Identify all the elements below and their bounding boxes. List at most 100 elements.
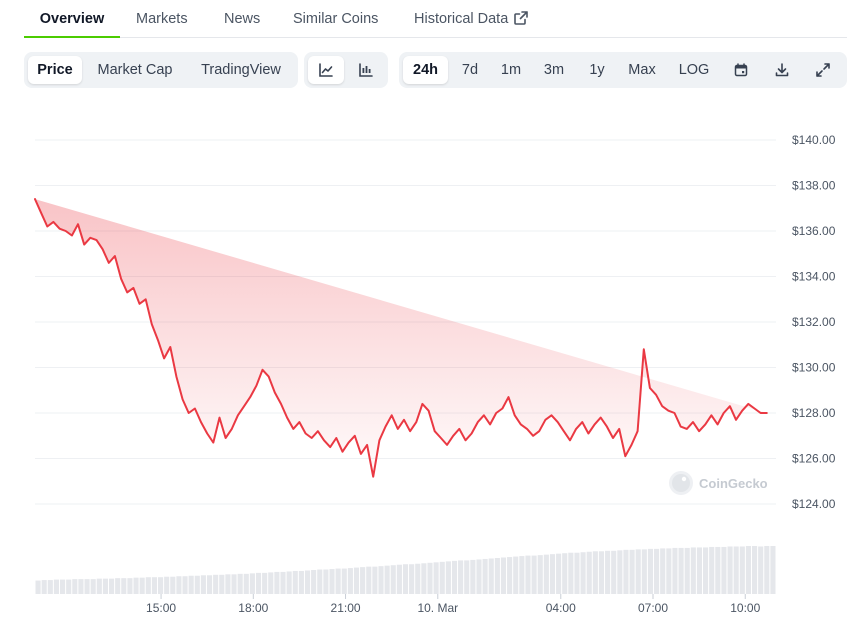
volume-bar: [96, 578, 102, 594]
volume-bar: [684, 547, 690, 594]
volume-bar: [623, 549, 629, 594]
volume-bar: [133, 577, 139, 594]
volume-bar: [745, 546, 752, 594]
volume-bar: [519, 556, 525, 594]
volume-bar: [286, 571, 292, 594]
tab-historical-data[interactable]: Historical Data: [414, 0, 529, 38]
volume-bar: [298, 570, 304, 594]
tab-news[interactable]: News: [224, 11, 261, 27]
volume-bar: [415, 563, 421, 594]
volume-bar: [304, 570, 311, 594]
volume-bar: [206, 575, 213, 594]
volume-bar: [513, 556, 519, 594]
volume-bar: [66, 579, 72, 594]
price-button[interactable]: Price: [28, 56, 82, 84]
volume-bar: [390, 565, 396, 594]
chart-style-group: [304, 52, 388, 88]
volume-bar: [243, 573, 249, 594]
calendar-icon: [734, 63, 748, 77]
x-tick-label: 10:00: [730, 601, 760, 615]
volume-bar: [280, 571, 286, 594]
volume-bar: [715, 546, 721, 594]
volume-bar: [72, 579, 78, 594]
volume-bar: [568, 552, 574, 594]
volume-bar: [764, 546, 770, 594]
y-tick-label: $140.00: [792, 133, 836, 147]
volume-bar: [525, 555, 531, 594]
fullscreen-button[interactable]: [806, 56, 840, 84]
volume-bar: [213, 574, 219, 594]
volume-bar: [617, 550, 623, 594]
tab-overview[interactable]: Overview: [24, 0, 120, 38]
volume-bar: [476, 559, 482, 594]
tradingview-button[interactable]: TradingView: [201, 62, 281, 78]
volume-bar: [696, 547, 703, 594]
range-max-button[interactable]: Max: [628, 62, 656, 78]
download-button[interactable]: [765, 56, 799, 84]
volume-bar: [482, 558, 488, 594]
volume-bar: [237, 573, 243, 594]
volume-bar: [562, 553, 568, 594]
market-cap-button[interactable]: Market Cap: [97, 62, 173, 78]
volume-bar: [292, 570, 298, 594]
volume-bar: [366, 566, 372, 594]
volume-bar: [580, 552, 586, 594]
volume-bar: [709, 546, 715, 594]
volume-bar: [733, 546, 739, 594]
volume-bar: [219, 574, 225, 594]
volume-bar: [727, 546, 733, 594]
volume-bar: [323, 569, 329, 594]
volume-bar: [102, 578, 108, 594]
volume-bar: [53, 579, 59, 594]
volume-bar: [605, 550, 611, 594]
volume-bar: [139, 577, 145, 594]
volume-bar: [249, 573, 255, 594]
volume-bar: [531, 555, 537, 594]
volume-bar: [341, 568, 347, 594]
volume-bar: [353, 567, 360, 594]
x-tick-label: 07:00: [638, 601, 668, 615]
volume-bar: [78, 579, 84, 594]
volume-bar: [84, 579, 90, 594]
watermark-text: CoinGecko: [699, 476, 768, 491]
volume-bar: [372, 566, 378, 594]
volume-bar: [427, 562, 433, 594]
range-24h-button[interactable]: 24h: [403, 56, 448, 84]
candlestick-button[interactable]: [348, 56, 384, 84]
calendar-button[interactable]: [724, 56, 758, 84]
volume-bar: [90, 579, 96, 594]
volume-bar: [500, 557, 507, 594]
volume-bar: [47, 580, 53, 594]
tab-markets[interactable]: Markets: [136, 11, 188, 27]
y-tick-label: $124.00: [792, 497, 836, 511]
volume-bar: [145, 577, 151, 594]
price-line[interactable]: [34, 198, 768, 478]
y-tick-label: $136.00: [792, 224, 836, 238]
download-icon: [775, 63, 789, 77]
x-tick-label: 18:00: [238, 601, 268, 615]
tab-similar-coins[interactable]: Similar Coins: [293, 11, 379, 27]
volume-bar: [433, 562, 439, 594]
volume-bar: [770, 546, 776, 594]
volume-bar: [556, 553, 562, 594]
volume-bar: [439, 561, 445, 594]
volume-bar: [347, 568, 353, 594]
volume-bar: [752, 546, 758, 594]
x-tick-label: 21:00: [331, 601, 361, 615]
volume-bar: [421, 563, 427, 594]
range-1m-button[interactable]: 1m: [500, 62, 522, 78]
range-3m-button[interactable]: 3m: [543, 62, 565, 78]
range-1y-button[interactable]: 1y: [589, 62, 605, 78]
range-7d-button[interactable]: 7d: [461, 62, 479, 78]
log-scale-button[interactable]: LOG: [678, 62, 710, 78]
line-chart-button[interactable]: [308, 56, 344, 84]
volume-bar: [586, 551, 592, 594]
volume-bar: [335, 568, 341, 594]
volume-bar: [445, 561, 451, 594]
volume-bar: [507, 557, 513, 594]
volume-bar: [703, 547, 709, 594]
time-range-group: 24h 7d 1m 3m 1y Max LOG: [399, 52, 847, 88]
volume-bar: [543, 554, 549, 594]
y-tick-label: $134.00: [792, 270, 836, 284]
